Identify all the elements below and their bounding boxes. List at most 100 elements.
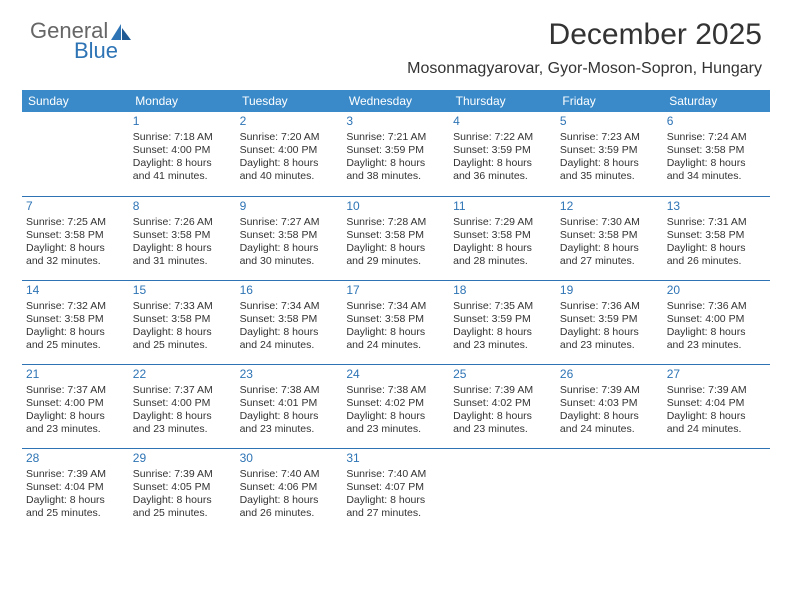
sunrise-text: Sunrise: 7:39 AM <box>133 468 232 481</box>
day-number: 13 <box>667 199 766 214</box>
daylight-text: Daylight: 8 hours and 23 minutes. <box>26 410 125 436</box>
day-number: 6 <box>667 114 766 129</box>
daylight-text: Daylight: 8 hours and 32 minutes. <box>26 242 125 268</box>
daylight-text: Daylight: 8 hours and 31 minutes. <box>133 242 232 268</box>
calendar-day-cell: 9Sunrise: 7:27 AMSunset: 3:58 PMDaylight… <box>236 196 343 280</box>
weekday-header: Monday <box>129 90 236 112</box>
sunset-text: Sunset: 4:00 PM <box>667 313 766 326</box>
daylight-text: Daylight: 8 hours and 25 minutes. <box>26 494 125 520</box>
weekday-header: Thursday <box>449 90 556 112</box>
calendar-day-cell: 26Sunrise: 7:39 AMSunset: 4:03 PMDayligh… <box>556 364 663 448</box>
sunset-text: Sunset: 3:58 PM <box>667 229 766 242</box>
sunset-text: Sunset: 4:00 PM <box>26 397 125 410</box>
sunset-text: Sunset: 3:59 PM <box>346 144 445 157</box>
page-title: December 2025 <box>549 18 762 52</box>
day-number: 29 <box>133 451 232 466</box>
calendar-day-cell: 23Sunrise: 7:38 AMSunset: 4:01 PMDayligh… <box>236 364 343 448</box>
calendar-day-cell: 4Sunrise: 7:22 AMSunset: 3:59 PMDaylight… <box>449 112 556 196</box>
daylight-text: Daylight: 8 hours and 29 minutes. <box>346 242 445 268</box>
sunrise-text: Sunrise: 7:21 AM <box>346 131 445 144</box>
calendar-day-cell: 7Sunrise: 7:25 AMSunset: 3:58 PMDaylight… <box>22 196 129 280</box>
sunset-text: Sunset: 3:58 PM <box>560 229 659 242</box>
sunrise-text: Sunrise: 7:38 AM <box>346 384 445 397</box>
sunrise-text: Sunrise: 7:31 AM <box>667 216 766 229</box>
calendar-day-cell: 22Sunrise: 7:37 AMSunset: 4:00 PMDayligh… <box>129 364 236 448</box>
sunrise-text: Sunrise: 7:23 AM <box>560 131 659 144</box>
calendar-day-cell: 24 Sunrise: 7:38 AMSunset: 4:02 PMDayligh… <box>342 364 449 448</box>
calendar-day-cell: 6Sunrise: 7:24 AMSunset: 3:58 PMDaylight… <box>663 112 770 196</box>
sunrise-text: Sunrise: 7:35 AM <box>453 300 552 313</box>
sunrise-text: Sunrise: 7:20 AM <box>240 131 339 144</box>
sunset-text: Sunset: 4:00 PM <box>133 397 232 410</box>
calendar-day-cell: 29Sunrise: 7:39 AMSunset: 4:05 PMDayligh… <box>129 448 236 532</box>
daylight-text: Daylight: 8 hours and 23 minutes. <box>133 410 232 436</box>
daylight-text: Daylight: 8 hours and 35 minutes. <box>560 157 659 183</box>
daylight-text: Daylight: 8 hours and 36 minutes. <box>453 157 552 183</box>
day-number: 4 <box>453 114 552 129</box>
calendar-day-cell: 28Sunrise: 7:39 AMSunset: 4:04 PMDayligh… <box>22 448 129 532</box>
day-number: 2 <box>240 114 339 129</box>
sunset-text: Sunset: 4:06 PM <box>240 481 339 494</box>
sunset-text: Sunset: 4:07 PM <box>346 481 445 494</box>
weekday-header-row: Sunday Monday Tuesday Wednesday Thursday… <box>22 90 770 112</box>
day-number: 30 <box>240 451 339 466</box>
sunrise-text: Sunrise: 7:38 AM <box>240 384 339 397</box>
sunset-text: Sunset: 4:04 PM <box>26 481 125 494</box>
weekday-header: Saturday <box>663 90 770 112</box>
daylight-text: Daylight: 8 hours and 26 minutes. <box>667 242 766 268</box>
day-number: 20 <box>667 283 766 298</box>
day-number: 24 <box>346 367 445 382</box>
calendar-day-cell: 1Sunrise: 7:18 AMSunset: 4:00 PMDaylight… <box>129 112 236 196</box>
calendar-day-cell: 31Sunrise: 7:40 AMSunset: 4:07 PMDayligh… <box>342 448 449 532</box>
day-number: 5 <box>560 114 659 129</box>
sunset-text: Sunset: 3:58 PM <box>667 144 766 157</box>
day-number: 27 <box>667 367 766 382</box>
calendar-day-cell: 12Sunrise: 7:30 AMSunset: 3:58 PMDayligh… <box>556 196 663 280</box>
sunrise-text: Sunrise: 7:36 AM <box>560 300 659 313</box>
daylight-text: Daylight: 8 hours and 23 minutes. <box>667 326 766 352</box>
daylight-text: Daylight: 8 hours and 27 minutes. <box>346 494 445 520</box>
day-number: 18 <box>453 283 552 298</box>
calendar-day-cell: 27Sunrise: 7:39 AMSunset: 4:04 PMDayligh… <box>663 364 770 448</box>
weekday-header: Sunday <box>22 90 129 112</box>
sunset-text: Sunset: 4:02 PM <box>346 397 445 410</box>
daylight-text: Daylight: 8 hours and 40 minutes. <box>240 157 339 183</box>
daylight-text: Daylight: 8 hours and 23 minutes. <box>346 410 445 436</box>
daylight-text: Daylight: 8 hours and 30 minutes. <box>240 242 339 268</box>
sunrise-text: Sunrise: 7:36 AM <box>667 300 766 313</box>
sunrise-text: Sunrise: 7:40 AM <box>346 468 445 481</box>
calendar-day-cell: . <box>22 112 129 196</box>
weekday-header: Friday <box>556 90 663 112</box>
page-subtitle: Mosonmagyarovar, Gyor-Moson-Sopron, Hung… <box>407 60 762 78</box>
calendar-day-cell: . <box>663 448 770 532</box>
calendar-day-cell: 17Sunrise: 7:34 AMSunset: 3:58 PMDayligh… <box>342 280 449 364</box>
day-number: 16 <box>240 283 339 298</box>
calendar-week-row: 28Sunrise: 7:39 AMSunset: 4:04 PMDayligh… <box>22 448 770 532</box>
sunset-text: Sunset: 3:58 PM <box>346 313 445 326</box>
calendar-day-cell: 21Sunrise: 7:37 AMSunset: 4:00 PMDayligh… <box>22 364 129 448</box>
sunset-text: Sunset: 4:00 PM <box>133 144 232 157</box>
calendar-day-cell: 14Sunrise: 7:32 AMSunset: 3:58 PMDayligh… <box>22 280 129 364</box>
sunrise-text: Sunrise: 7:33 AM <box>133 300 232 313</box>
calendar-day-cell: 13 Sunrise: 7:31 AMSunset: 3:58 PMDayligh… <box>663 196 770 280</box>
calendar-day-cell: 16Sunrise: 7:34 AMSunset: 3:58 PMDayligh… <box>236 280 343 364</box>
calendar-day-cell: 19 Sunrise: 7:36 AMSunset: 3:59 PMDayligh… <box>556 280 663 364</box>
sunset-text: Sunset: 3:59 PM <box>560 313 659 326</box>
daylight-text: Daylight: 8 hours and 25 minutes. <box>26 326 125 352</box>
sunset-text: Sunset: 3:58 PM <box>26 229 125 242</box>
calendar-day-cell: 30Sunrise: 7:40 AMSunset: 4:06 PMDayligh… <box>236 448 343 532</box>
daylight-text: Daylight: 8 hours and 23 minutes. <box>560 326 659 352</box>
calendar-table: Sunday Monday Tuesday Wednesday Thursday… <box>22 90 770 532</box>
sunset-text: Sunset: 4:05 PM <box>133 481 232 494</box>
day-number: 19 <box>560 283 659 298</box>
weekday-header: Wednesday <box>342 90 449 112</box>
day-number: 1 <box>133 114 232 129</box>
daylight-text: Daylight: 8 hours and 26 minutes. <box>240 494 339 520</box>
calendar-day-cell: 3Sunrise: 7:21 AMSunset: 3:59 PMDaylight… <box>342 112 449 196</box>
sunset-text: Sunset: 3:58 PM <box>240 313 339 326</box>
sunrise-text: Sunrise: 7:26 AM <box>133 216 232 229</box>
day-number: 17 <box>346 283 445 298</box>
calendar-week-row: 7Sunrise: 7:25 AMSunset: 3:58 PMDaylight… <box>22 196 770 280</box>
daylight-text: Daylight: 8 hours and 34 minutes. <box>667 157 766 183</box>
day-number: 15 <box>133 283 232 298</box>
